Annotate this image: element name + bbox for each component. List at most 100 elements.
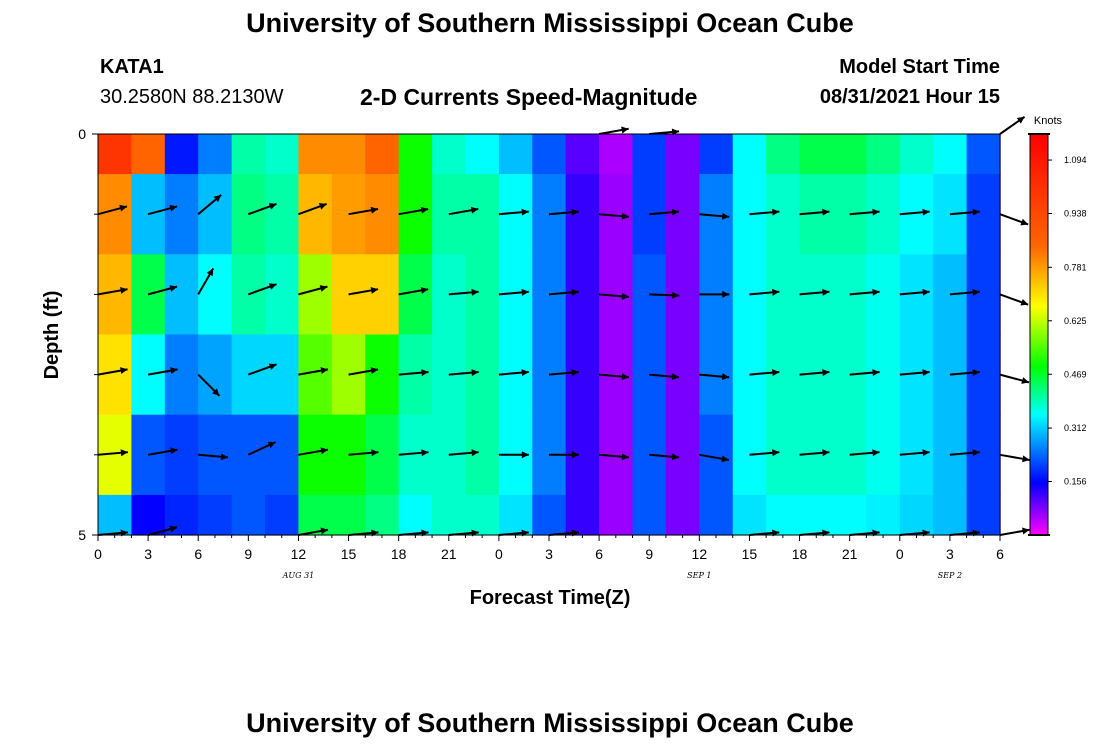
current-vector	[398, 286, 429, 296]
current-vector	[448, 369, 479, 377]
date-label: SEP 1	[687, 571, 711, 580]
current-vector	[999, 527, 1030, 536]
heatmap-cell	[398, 494, 433, 536]
current-vector	[298, 527, 329, 536]
heatmap-cell	[966, 134, 1001, 175]
current-vector	[799, 449, 830, 457]
heatmap-cell	[966, 494, 1001, 536]
heatmap-cell	[766, 174, 801, 255]
current-vector	[899, 208, 930, 216]
x-tick-label: 18	[391, 546, 407, 562]
heatmap-cell	[665, 174, 700, 255]
current-vector	[348, 367, 379, 376]
heatmap-cell	[365, 494, 400, 536]
heatmap-cell	[398, 174, 433, 255]
current-vector	[649, 208, 680, 216]
x-tick-label: 6	[996, 546, 1004, 562]
heatmap-cell	[98, 254, 133, 336]
current-vector	[999, 293, 1029, 306]
heatmap-cell	[198, 254, 233, 336]
current-vector	[749, 369, 780, 377]
heatmap-cell	[766, 414, 801, 496]
current-vector	[448, 449, 479, 457]
current-vector	[298, 367, 329, 376]
current-vector	[147, 285, 178, 296]
heatmap-cell	[164, 134, 199, 175]
x-tick-label: 18	[792, 546, 808, 562]
current-vector	[599, 373, 630, 381]
current-vector	[949, 208, 980, 216]
current-vector	[599, 453, 630, 461]
current-vector	[949, 369, 980, 377]
current-vector	[398, 369, 429, 377]
current-vector	[849, 288, 880, 296]
current-vector	[649, 291, 680, 299]
colorbar-tick-label: 0.469	[1064, 369, 1087, 379]
heatmap-cell	[933, 134, 968, 175]
heatmap-cell	[265, 134, 300, 175]
current-vector	[598, 126, 629, 135]
current-vector	[849, 208, 880, 216]
heatmap-cell	[465, 414, 500, 496]
x-tick-label: 6	[194, 546, 202, 562]
heatmap-cell	[98, 174, 133, 255]
y-tick-label: 0	[78, 126, 86, 142]
current-vector	[398, 206, 429, 216]
current-vector	[448, 288, 479, 296]
heatmap-cell	[198, 134, 233, 175]
x-tick-label: 21	[441, 546, 457, 562]
heatmap-cell	[398, 254, 433, 336]
current-vector	[599, 292, 630, 300]
heatmap-cell	[331, 494, 366, 536]
heatmap-cell	[331, 134, 366, 175]
current-vector	[198, 453, 229, 461]
heatmap-cell	[498, 494, 533, 536]
x-tick-label: 21	[842, 546, 858, 562]
heatmap-cell	[198, 334, 233, 416]
current-vector	[97, 449, 128, 457]
heatmap-cell	[966, 254, 1001, 336]
heatmap-cell	[298, 174, 333, 255]
heatmap-cell	[732, 494, 767, 536]
station-id: KATA1	[100, 56, 164, 78]
heatmap-cell	[265, 494, 300, 536]
current-vector	[247, 283, 277, 296]
current-vector	[699, 212, 730, 220]
current-vector	[498, 288, 529, 296]
current-vector	[999, 453, 1030, 463]
heatmap-cell	[899, 494, 934, 536]
y-axis-label: Depth (ft)	[41, 291, 63, 380]
heatmap-cell	[164, 174, 199, 255]
current-vector	[348, 449, 379, 457]
heatmap-cell	[933, 494, 968, 536]
x-tick-label: 6	[595, 546, 603, 562]
heatmap-cell	[866, 174, 901, 255]
current-vector	[849, 369, 880, 377]
x-tick-label: 9	[645, 546, 653, 562]
x-axis-label: Forecast Time(Z)	[470, 587, 631, 609]
heatmap-cell	[465, 134, 500, 175]
heatmap-cell	[298, 254, 333, 336]
heatmap-cell	[365, 134, 400, 175]
heatmap-cell	[665, 334, 700, 416]
x-tick-label: 3	[946, 546, 954, 562]
heatmap-cell	[866, 494, 901, 536]
current-vector	[549, 451, 579, 459]
current-vector	[147, 525, 178, 536]
axes: 0 3 6 9 12 15 18 21 0 3 6 9 12 15 18 21 0 3 6 AUG 31 SEP 1 SE…	[78, 126, 1004, 580]
heatmap-cell	[164, 334, 199, 416]
heatmap-cell	[866, 134, 901, 175]
date-label: AUG 31	[282, 571, 315, 580]
colorbar-tick-label: 0.938	[1064, 209, 1087, 219]
heatmap-cell	[231, 134, 266, 175]
heatmap-cell	[365, 254, 400, 336]
heatmap-cell	[565, 174, 600, 255]
heatmap-cell	[265, 254, 300, 336]
heatmap-cell	[966, 414, 1001, 496]
heatmap-cell	[866, 254, 901, 336]
heatmap-cell	[565, 254, 600, 336]
current-vector	[498, 451, 529, 459]
heatmap-cell	[265, 174, 300, 255]
current-vector	[649, 373, 680, 381]
current-vector	[398, 449, 429, 457]
